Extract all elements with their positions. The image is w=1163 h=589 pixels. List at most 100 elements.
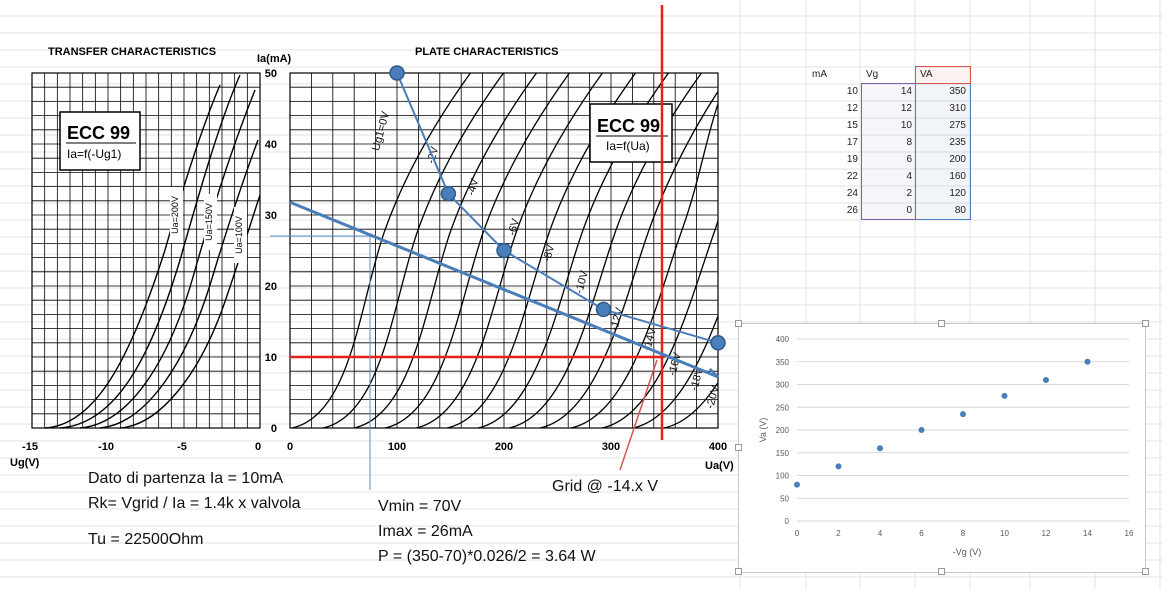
header-vg[interactable]: Vg (866, 69, 879, 80)
scatter-x-tick: 14 (1083, 529, 1092, 538)
ua-tick-label: 300 (602, 441, 620, 453)
cell-va[interactable]: 275 (949, 120, 966, 131)
scatter-point (960, 411, 966, 418)
plate-curve (663, 381, 718, 428)
plate-curve (601, 218, 718, 428)
scatter-x-tick: 8 (961, 529, 966, 538)
note-power: P = (350-70)*0.026/2 = 3.64 W (378, 548, 596, 565)
scatter-x-tick: 10 (1000, 529, 1009, 538)
tube-box-2 (589, 103, 673, 163)
chart-handle-tl[interactable] (735, 320, 742, 327)
cell-va[interactable]: 160 (949, 171, 966, 182)
scatter-x-tick: 12 (1042, 529, 1051, 538)
transfer-curve (119, 194, 261, 429)
vg-curve-point (440, 185, 457, 202)
note-grid-bias: Grid @ -14.x V (552, 478, 659, 495)
cell-vg[interactable]: 10 (900, 120, 912, 131)
cell-ma[interactable]: 19 (846, 154, 858, 165)
scatter-point (1043, 376, 1049, 383)
scatter-x-tick: 2 (836, 529, 841, 538)
chart-handle-br[interactable] (1142, 568, 1149, 575)
vg-curve-point (710, 335, 726, 351)
ia-tick-label: 0 (271, 423, 277, 435)
cell-vg[interactable]: 0 (906, 205, 912, 216)
chart-handle-ml[interactable] (735, 444, 742, 451)
note-start-current: Dato di partenza Ia = 10mA (88, 470, 284, 487)
cell-ma[interactable]: 15 (846, 120, 858, 131)
scatter-point (1084, 358, 1091, 365)
scatter-x-tick: 16 (1125, 529, 1134, 538)
tube-func-2: Ia=f(Ua) (606, 139, 650, 153)
ia-tick-label: 30 (265, 210, 277, 222)
vg-range-highlight (861, 83, 916, 220)
scatter-y-tick: 100 (776, 472, 790, 481)
cell-ma[interactable]: 10 (846, 86, 858, 97)
scatter-x-tick: 0 (795, 529, 800, 538)
scatter-y-tick: 250 (776, 403, 790, 412)
header-va[interactable]: VA (920, 69, 933, 80)
chart-handle-bl[interactable] (735, 568, 742, 575)
chart-handle-tm[interactable] (938, 320, 945, 327)
chart-handle-tr[interactable] (1142, 320, 1149, 327)
plate-curve-label: -2V (425, 145, 441, 165)
annotation-layer (270, 5, 726, 490)
ia-tick-label: 10 (265, 352, 277, 364)
cell-vg[interactable]: 6 (906, 154, 912, 165)
va-range-highlight (915, 83, 971, 220)
cell-ma[interactable]: 12 (846, 103, 858, 114)
grid-pointer-line (619, 359, 658, 471)
plate-curve (322, 73, 505, 428)
cell-ma[interactable]: 17 (846, 137, 858, 148)
plate-curve (415, 73, 604, 428)
load-line-arrow (709, 367, 719, 378)
scatter-x-label: -Vg (V) (953, 547, 982, 557)
scatter-y-tick: 50 (780, 494, 789, 503)
cell-vg[interactable]: 14 (900, 86, 912, 97)
cell-va[interactable]: 235 (949, 137, 966, 148)
plate-curve-label: -8V (541, 243, 557, 263)
scatter-x-tick: 4 (878, 529, 883, 538)
cell-vg[interactable]: 12 (900, 103, 912, 114)
cell-va[interactable]: 120 (949, 188, 966, 199)
cell-vg[interactable]: 4 (906, 171, 912, 182)
cell-vg[interactable]: 2 (906, 188, 912, 199)
header-ma[interactable]: mA (812, 69, 827, 80)
transfer-title: TRANSFER CHARACTERISTICS (48, 46, 216, 58)
transfer-gridlines (32, 73, 260, 428)
cell-ma[interactable]: 26 (846, 205, 858, 216)
cell-va[interactable]: 200 (949, 154, 966, 165)
cell-ma[interactable]: 22 (846, 171, 858, 182)
cell-va[interactable]: 80 (954, 205, 966, 216)
plate-curves: Ug1=0V-2V-4V-6V-8V-10V-12V-14V-16V-18V-2… (291, 73, 722, 428)
cell-va[interactable]: 350 (949, 86, 966, 97)
scatter-point (794, 481, 800, 488)
scatter-point (877, 445, 883, 452)
cell-ma[interactable]: 24 (846, 188, 858, 199)
ua-tick-label: 400 (709, 441, 727, 453)
scatter-y-tick: 300 (776, 381, 790, 390)
chart-handle-bm[interactable] (938, 568, 945, 575)
plate-curve (570, 102, 718, 428)
ia-tick-label: 40 (265, 139, 277, 151)
vg-curve-point (389, 65, 405, 81)
plate-curve-label: -10V (573, 269, 591, 295)
va-header-highlight (915, 66, 971, 84)
cell-vg[interactable]: 8 (906, 137, 912, 148)
vg-curve-point (496, 242, 512, 259)
embedded-scatter-chart[interactable]: 0 50 100 150 200 250 300 350 400 0 2 4 6 8 10 12 14 16 -Vg… (738, 323, 1146, 573)
transfer-curve-label: Ua=100V (234, 216, 244, 254)
scatter-y-label: Va (V) (758, 418, 768, 443)
scatter-plot: 0 50 100 150 200 250 300 350 400 0 2 4 6 8 10 12 14 16 -Vg… (758, 335, 1134, 557)
scatter-y-tick: 350 (776, 358, 790, 367)
ua-axis-ticks: 0 100 200 300 400 (287, 441, 727, 453)
cell-va[interactable]: 310 (949, 103, 966, 114)
transfer-curve (59, 74, 241, 429)
ia-tick-label: 20 (265, 281, 277, 293)
scatter-point (918, 427, 925, 433)
ua-tick-label: 100 (388, 441, 406, 453)
transfer-label-bg (170, 187, 183, 243)
plate-curve-label: -14V (641, 326, 659, 352)
plate-curve-label: -4V (465, 177, 481, 197)
ia-axis-ticks: 0 10 20 30 40 50 (265, 68, 277, 435)
